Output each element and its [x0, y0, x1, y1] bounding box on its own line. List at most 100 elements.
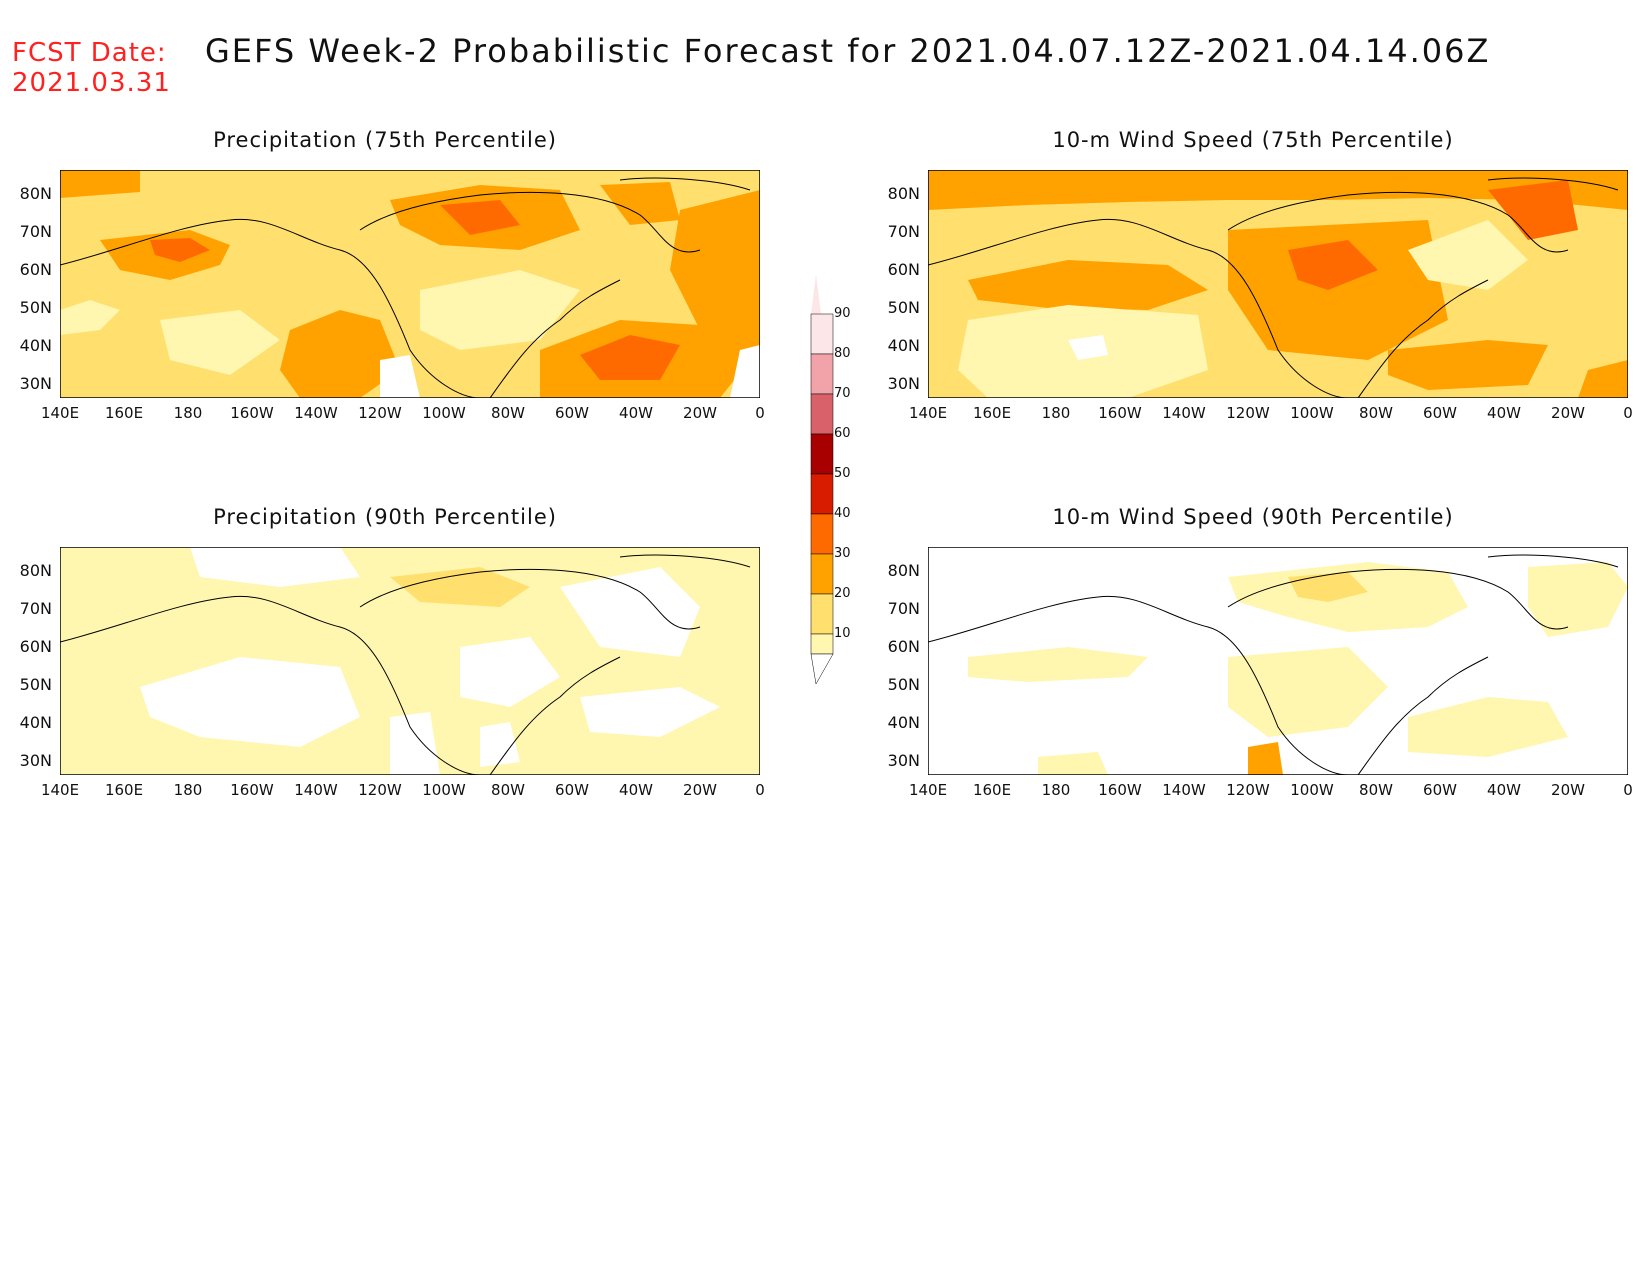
- legend-label-70: 70: [834, 386, 851, 401]
- lat-label-50n: 50N: [887, 675, 920, 694]
- lon-label-140w: 140W: [1162, 781, 1206, 799]
- lon-label-100w: 100W: [422, 404, 466, 422]
- lon-label-160w: 160W: [230, 781, 274, 799]
- legend-swatch-60: [810, 433, 834, 475]
- lon-label-160w: 160W: [1098, 404, 1142, 422]
- legend-label-50: 50: [834, 466, 851, 481]
- legend-label-10: 10: [834, 626, 851, 641]
- panel-wind-90: 10-m Wind Speed (90th Percentile) 80N 70…: [868, 505, 1638, 805]
- lat-label-80n: 80N: [887, 184, 920, 203]
- legend-label-20: 20: [834, 586, 851, 601]
- legend-swatch-80: [810, 353, 834, 395]
- lat-label-50n: 50N: [19, 298, 52, 317]
- legend-label-30: 30: [834, 546, 851, 561]
- lon-label-100w: 100W: [1290, 404, 1334, 422]
- lon-label-140w: 140W: [1162, 404, 1206, 422]
- legend-label-80: 80: [834, 346, 851, 361]
- panel-precip-90: Precipitation (90th Percentile) 80N 70N …: [0, 505, 770, 805]
- lat-label-70n: 70N: [887, 222, 920, 241]
- lon-label-60w: 60W: [1423, 781, 1457, 799]
- lon-label-20w: 20W: [1551, 781, 1585, 799]
- lon-label-60w: 60W: [1423, 404, 1457, 422]
- lon-label-80w: 80W: [491, 781, 525, 799]
- lon-label-140e: 140E: [908, 404, 948, 422]
- lat-label-30n: 30N: [19, 751, 52, 770]
- legend-top-arrow: [811, 274, 821, 314]
- lon-label-160e: 160E: [972, 404, 1012, 422]
- lat-label-60n: 60N: [19, 637, 52, 656]
- lat-label-40n: 40N: [19, 713, 52, 732]
- lon-label-180: 180: [173, 404, 203, 422]
- lat-label-80n: 80N: [887, 561, 920, 580]
- lon-label-0: 0: [755, 781, 765, 799]
- lon-label-140w: 140W: [294, 404, 338, 422]
- lon-label-120w: 120W: [1226, 404, 1270, 422]
- lat-label-30n: 30N: [887, 374, 920, 393]
- lon-label-140e: 140E: [908, 781, 948, 799]
- color-legend: 90 80 70 60 50 40 30 20 10: [806, 274, 876, 684]
- panel-title: 10-m Wind Speed (90th Percentile): [1052, 505, 1454, 529]
- lon-label-20w: 20W: [683, 781, 717, 799]
- lat-label-50n: 50N: [19, 675, 52, 694]
- legend-swatch-90: [810, 313, 834, 355]
- fcst-date-label: FCST Date:: [12, 38, 167, 68]
- lon-label-160w: 160W: [1098, 781, 1142, 799]
- lat-label-30n: 30N: [887, 751, 920, 770]
- lon-label-120w: 120W: [1226, 781, 1270, 799]
- lon-label-40w: 40W: [1487, 781, 1521, 799]
- lon-label-0: 0: [755, 404, 765, 422]
- fcst-date-value: 2021.03.31: [12, 68, 171, 98]
- precip-75-map: [60, 170, 760, 398]
- panel-title: 10-m Wind Speed (75th Percentile): [1052, 128, 1454, 152]
- lat-label-50n: 50N: [887, 298, 920, 317]
- lat-label-70n: 70N: [19, 222, 52, 241]
- legend-swatch-10: [810, 633, 834, 655]
- lon-label-80w: 80W: [1359, 404, 1393, 422]
- lat-label-80n: 80N: [19, 184, 52, 203]
- fcst-date-block: FCST Date: 2021.03.31: [12, 38, 171, 98]
- lon-label-140e: 140E: [40, 404, 80, 422]
- lon-label-120w: 120W: [358, 781, 402, 799]
- lon-label-180: 180: [173, 781, 203, 799]
- lon-label-180: 180: [1041, 404, 1071, 422]
- lon-label-140e: 140E: [40, 781, 80, 799]
- lon-label-0: 0: [1623, 781, 1633, 799]
- legend-label-90: 90: [834, 306, 851, 321]
- legend-colorbar: [810, 274, 834, 684]
- lon-label-160e: 160E: [104, 404, 144, 422]
- lat-label-40n: 40N: [887, 713, 920, 732]
- legend-swatch-70: [810, 393, 834, 435]
- lon-label-160e: 160E: [972, 781, 1012, 799]
- page-title: GEFS Week-2 Probabilistic Forecast for 2…: [205, 32, 1491, 70]
- lat-label-30n: 30N: [19, 374, 52, 393]
- panel-title: Precipitation (75th Percentile): [213, 128, 557, 152]
- legend-swatch-30: [810, 553, 834, 595]
- lon-label-180: 180: [1041, 781, 1071, 799]
- lon-label-40w: 40W: [1487, 404, 1521, 422]
- lon-label-0: 0: [1623, 404, 1633, 422]
- panel-wind-75: 10-m Wind Speed (75th Percentile) 80N 70…: [868, 128, 1638, 428]
- lat-label-40n: 40N: [19, 336, 52, 355]
- wind-75-map: [928, 170, 1628, 398]
- legend-label-40: 40: [834, 506, 851, 521]
- lon-label-100w: 100W: [422, 781, 466, 799]
- wind-90-map: [928, 547, 1628, 775]
- lon-label-20w: 20W: [683, 404, 717, 422]
- lon-label-140w: 140W: [294, 781, 338, 799]
- lat-label-80n: 80N: [19, 561, 52, 580]
- legend-swatch-50: [810, 473, 834, 515]
- lon-label-80w: 80W: [491, 404, 525, 422]
- lat-label-60n: 60N: [19, 260, 52, 279]
- lon-label-120w: 120W: [358, 404, 402, 422]
- legend-swatch-20: [810, 593, 834, 635]
- lon-label-160w: 160W: [230, 404, 274, 422]
- lon-label-20w: 20W: [1551, 404, 1585, 422]
- lon-label-40w: 40W: [619, 781, 653, 799]
- legend-label-60: 60: [834, 426, 851, 441]
- lon-label-60w: 60W: [555, 781, 589, 799]
- lon-label-80w: 80W: [1359, 781, 1393, 799]
- precip-90-map: [60, 547, 760, 775]
- lat-label-70n: 70N: [19, 599, 52, 618]
- lon-label-40w: 40W: [619, 404, 653, 422]
- lon-label-100w: 100W: [1290, 781, 1334, 799]
